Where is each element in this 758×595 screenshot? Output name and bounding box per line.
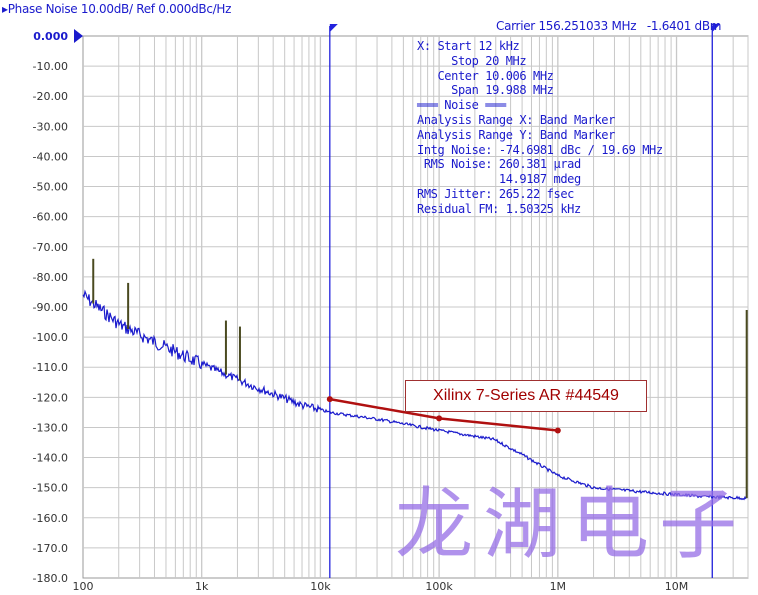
info-line: Analysis Range Y: Band Marker <box>417 127 615 142</box>
band-marker-flag <box>712 24 721 32</box>
info-line: Stop 20 MHz <box>417 53 527 68</box>
carrier-readout: Carrier 156.251033 MHz -1.6401 dBm <box>496 19 722 33</box>
info-line: ═══ Noise ═══ <box>417 98 506 113</box>
reference-spec-point <box>436 415 443 422</box>
info-line: 14.9187 mdeg <box>417 172 581 187</box>
y-tick-label: -150.0 <box>33 482 68 495</box>
y-tick-label: -160.0 <box>33 512 68 525</box>
y-tick-label: -130.0 <box>33 421 68 434</box>
info-line: RMS Noise: 260.381 µrad <box>417 157 581 172</box>
phase-noise-trace <box>82 289 747 501</box>
y-tick-label: -180.0 <box>33 572 68 585</box>
y-tick-label: 0.000 <box>33 30 68 43</box>
y-tick-label: -10.00 <box>33 60 68 73</box>
info-line: Intg Noise: -74.6981 dBc / 19.69 MHz <box>417 142 663 157</box>
y-tick-label: -140.0 <box>33 452 68 465</box>
y-tick-label: -80.00 <box>33 271 68 284</box>
carrier-frequency: Carrier 156.251033 MHz <box>496 19 637 33</box>
carrier-power: -1.6401 dBm <box>646 19 722 33</box>
x-tick-label: 1k <box>195 580 209 593</box>
reference-spec-point <box>554 427 561 434</box>
y-tick-label: -110.0 <box>33 361 68 374</box>
y-tick-label: -170.0 <box>33 542 68 555</box>
chart-title: ▸Phase Noise 10.00dB/ Ref 0.000dBc/Hz <box>2 2 232 16</box>
y-tick-label: -30.00 <box>33 120 68 133</box>
y-tick-label: -20.00 <box>33 90 68 103</box>
y-tick-label: -40.00 <box>33 150 68 163</box>
y-tick-label: -120.0 <box>33 391 68 404</box>
y-tick-label: -90.00 <box>33 301 68 314</box>
x-tick-label: 100 <box>73 580 94 593</box>
band-marker-flag <box>329 24 338 32</box>
reference-spec-point <box>326 396 333 403</box>
info-line: Analysis Range X: Band Marker <box>417 112 615 127</box>
watermark: 龙湖电子 <box>395 480 748 570</box>
noise-info-panel: X: Start 12 kHz Stop 20 MHz Center 10.00… <box>417 39 663 217</box>
info-line: Residual FM: 1.50325 kHz <box>417 201 581 216</box>
y-tick-label: -60.00 <box>33 211 68 224</box>
x-tick-label: 100k <box>425 580 453 593</box>
info-line: X: Start 12 kHz <box>417 39 520 53</box>
x-tick-label: 1M <box>550 580 567 593</box>
y-tick-label: -50.00 <box>33 181 68 194</box>
reference-annotation: Xilinx 7-Series AR #44549 <box>405 380 647 412</box>
info-line: RMS Jitter: 265.22 fsec <box>417 186 574 201</box>
y-tick-label: -100.0 <box>33 331 68 344</box>
reference-level-arrow <box>74 29 83 43</box>
x-tick-label: 10M <box>665 580 689 593</box>
y-tick-label: -70.00 <box>33 241 68 254</box>
info-line: Center 10.006 MHz <box>417 68 554 83</box>
x-tick-label: 10k <box>310 580 331 593</box>
info-line: Span 19.988 MHz <box>417 83 554 98</box>
